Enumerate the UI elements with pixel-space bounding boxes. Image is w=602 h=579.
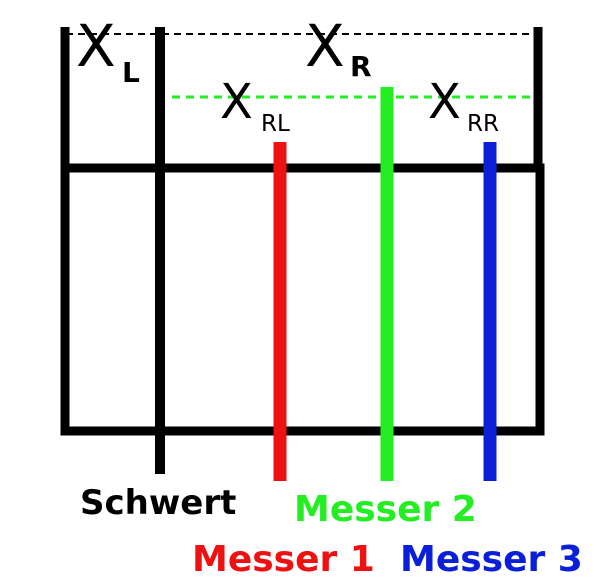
label-xl-sub: L — [122, 56, 140, 89]
label-xr-main: X — [305, 12, 345, 80]
label-messer3: Messer 3 — [400, 539, 583, 579]
label-messer1: Messer 1 — [192, 539, 375, 579]
label-xrr-main: X — [428, 74, 461, 130]
label-xrl-sub: RL — [261, 111, 290, 137]
label-xrr-sub: RR — [467, 111, 499, 137]
label-xrl-main: X — [220, 74, 253, 130]
label-schwert: Schwert — [80, 483, 236, 523]
label-messer2: Messer 2 — [294, 489, 477, 530]
frame-box — [60, 163, 545, 436]
label-xr-sub: R — [350, 50, 372, 83]
label-xl-main: X — [76, 12, 116, 80]
